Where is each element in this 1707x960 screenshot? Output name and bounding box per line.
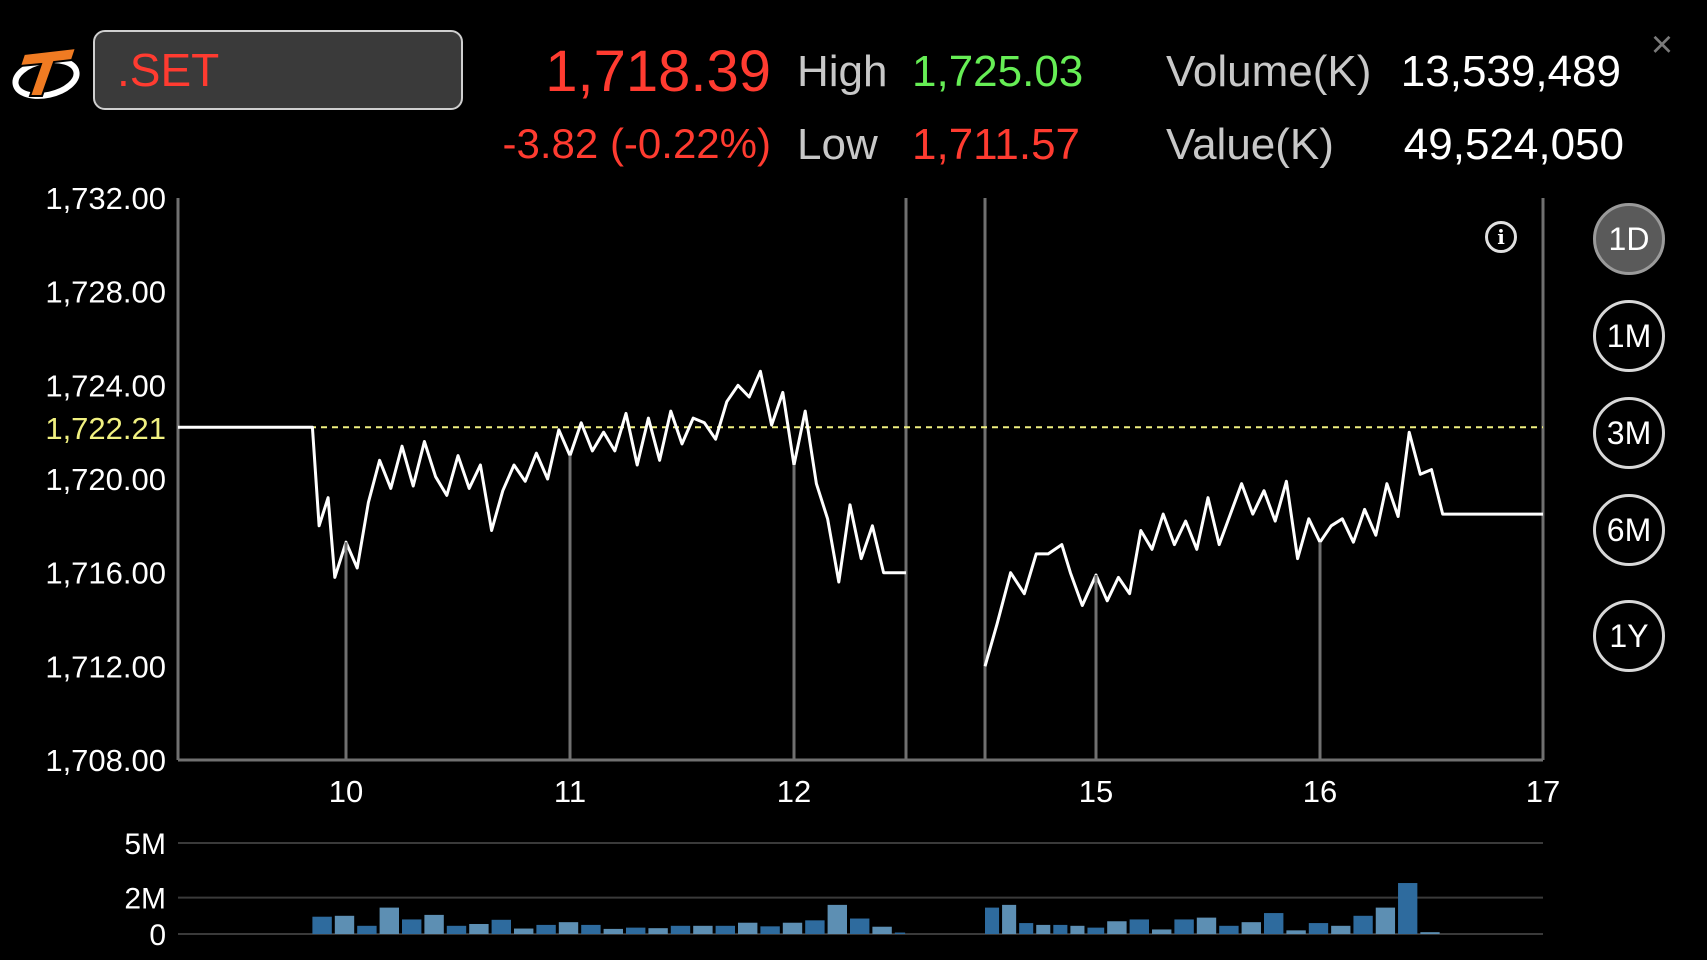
volume-bar	[1420, 932, 1440, 934]
volume-bar	[1353, 915, 1373, 934]
volume-bar	[850, 918, 870, 934]
y-tick-label: 1,712.00	[45, 649, 166, 684]
volume-bar	[469, 923, 489, 934]
volume-bar	[1019, 923, 1034, 934]
volume-bar	[1036, 924, 1051, 934]
volume-bar	[1308, 923, 1329, 934]
volume-bar	[760, 926, 780, 934]
volume-bar	[312, 916, 332, 934]
volume-bar	[782, 922, 803, 934]
volume-label: Volume(K)	[1166, 47, 1372, 96]
volume-bar	[558, 922, 579, 934]
volume-bar	[626, 927, 646, 934]
volume-bar	[1398, 883, 1418, 934]
volume-bar	[1087, 927, 1105, 934]
volume-bar	[805, 920, 825, 934]
volume-tick-label: 0	[149, 919, 166, 952]
volume-bar	[357, 925, 377, 934]
range-1y-button[interactable]: 1Y	[1593, 600, 1665, 672]
x-tick-label: 12	[777, 774, 811, 809]
symbol-search-input[interactable]: .SET	[93, 30, 463, 110]
price-line-before-gap	[178, 369, 906, 584]
range-6m-button[interactable]: 6M	[1593, 494, 1665, 566]
volume-bar	[1070, 925, 1085, 934]
volume-bar	[693, 925, 713, 934]
x-tick-label: 16	[1303, 774, 1337, 809]
x-tick-label: 11	[554, 774, 586, 809]
volume-bar	[827, 904, 847, 934]
info-icon[interactable]: i	[1485, 221, 1517, 253]
volume-bar	[514, 928, 534, 934]
volume-bar	[1002, 904, 1017, 934]
low-label: Low	[797, 120, 878, 169]
volume-bar	[894, 932, 906, 934]
volume-bar	[491, 919, 511, 934]
y-tick-label: 1,724.00	[45, 368, 166, 403]
volume-bar	[670, 925, 691, 934]
volume-bar	[1286, 930, 1306, 934]
x-tick-label: 15	[1079, 774, 1113, 809]
volume-tick-label: 5M	[124, 828, 166, 861]
y-tick-label: 1,708.00	[45, 743, 166, 778]
reference-label: 1,722.21	[45, 411, 166, 446]
volume-bar	[872, 926, 892, 934]
high-label: High	[797, 47, 888, 96]
volume-bar	[1129, 919, 1149, 934]
high-value: 1,725.03	[912, 47, 1084, 96]
volume-bar	[536, 924, 556, 934]
volume-bar	[581, 924, 601, 934]
value-label: Value(K)	[1166, 120, 1334, 169]
volume-bar	[1174, 919, 1194, 934]
volume-bar	[1375, 907, 1396, 934]
volume-bar	[985, 907, 1000, 934]
volume-bar	[603, 928, 623, 934]
range-3m-button[interactable]: 3M	[1593, 397, 1665, 469]
volume-bar	[334, 915, 355, 934]
volume-bar	[379, 907, 399, 934]
y-tick-label: 1,732.00	[45, 181, 166, 216]
y-tick-label: 1,728.00	[45, 275, 166, 310]
volume-bar	[1152, 929, 1172, 934]
close-icon[interactable]: ×	[1650, 24, 1674, 66]
volume-bar	[1264, 913, 1284, 934]
price-change: -3.82 (-0.22%)	[502, 120, 771, 167]
volume-bar	[1196, 917, 1217, 934]
volume-bar	[446, 925, 467, 934]
y-tick-label: 1,716.00	[45, 556, 166, 591]
price-line-after-gap	[983, 430, 1543, 667]
volume-bar	[648, 928, 668, 934]
volume-bar	[1053, 924, 1068, 934]
range-1m-button[interactable]: 1M	[1593, 300, 1665, 372]
y-tick-label: 1,720.00	[45, 462, 166, 497]
last-price: 1,718.39	[545, 39, 771, 104]
x-tick-label: 17	[1526, 774, 1560, 809]
volume-bar	[1241, 922, 1261, 934]
settrade-logo-icon	[10, 44, 82, 100]
volume-bar	[1331, 925, 1351, 934]
range-1d-button[interactable]: 1D	[1593, 203, 1665, 275]
volume-bar	[1219, 925, 1239, 934]
value-value: 49,524,050	[1403, 120, 1624, 169]
volume-bar	[1107, 921, 1127, 934]
volume-bar	[738, 922, 758, 934]
volume-value: 13,539,489	[1400, 47, 1621, 96]
x-tick-label: 10	[329, 774, 363, 809]
volume-bar	[715, 925, 735, 934]
low-value: 1,711.57	[912, 120, 1081, 169]
volume-bar	[402, 919, 422, 934]
volume-bar	[424, 914, 444, 934]
volume-tick-label: 2M	[124, 883, 166, 916]
